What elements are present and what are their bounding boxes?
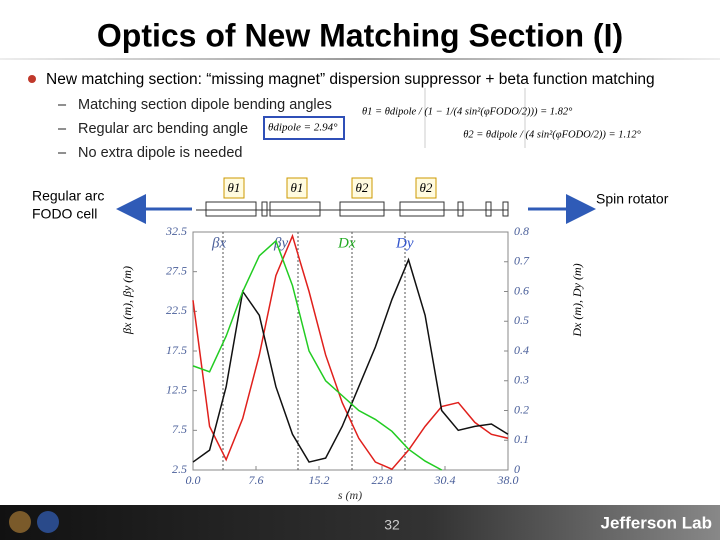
rule: [0, 58, 720, 60]
dash: –: [58, 145, 67, 161]
y2-tick-label: 0.6: [514, 283, 529, 297]
equation: θ2 = θdipole / (4 sin²(φFODO/2)) = 1.12°: [463, 129, 641, 140]
y2-tick-label: 0.1: [514, 432, 529, 446]
footer-bar: [0, 505, 720, 540]
series-line: [192, 257, 509, 463]
logo: [9, 511, 31, 533]
y-tick-label: 17.5: [166, 343, 187, 357]
dash: –: [58, 97, 67, 113]
title: Optics of New Matching Section (I): [97, 17, 623, 53]
dipole-tag: [223, 177, 245, 199]
curve-label: βy: [273, 235, 288, 251]
left-label: Regular arc: [32, 188, 104, 204]
y-tick-label: 22.5: [166, 303, 187, 317]
x-tick-label: 38.0: [497, 473, 519, 487]
right-label: Spin rotator: [596, 191, 669, 207]
y-tick-label: 32.5: [165, 224, 187, 238]
y-tick-label: 12.5: [166, 382, 187, 396]
y-tick-label: 27.5: [166, 263, 187, 277]
y2-tick-label: 0.8: [514, 224, 529, 238]
left-label: FODO cell: [32, 206, 97, 222]
equation: θ1 = θdipole / (1 − 1/(4 sin²(φFODO/2)))…: [362, 106, 573, 117]
sub-bullet: No extra dipole is needed: [78, 145, 242, 161]
y2-tick-label: 0.2: [514, 402, 529, 416]
x-tick-label: 0.0: [186, 473, 201, 487]
dipole-tag: [286, 177, 308, 199]
bullet-dot: [28, 75, 36, 83]
series-line: [192, 239, 443, 471]
y-tick-label: 7.5: [172, 422, 187, 436]
dipole-tag: [415, 177, 437, 199]
x-axis-label: s (m): [338, 488, 362, 502]
y2-tick-label: 0.5: [514, 313, 529, 327]
y2-tick-label: 0.4: [514, 343, 529, 357]
dipole-angle: θdipole = 2.94°: [268, 122, 338, 134]
x-tick-label: 22.8: [372, 473, 393, 487]
curve-label: βx: [211, 235, 226, 251]
y-tick-label: 2.5: [172, 462, 187, 476]
dipole-label: θ2: [420, 180, 433, 195]
logo: [37, 511, 59, 533]
bullet: New matching section: “missing magnet” d…: [46, 71, 655, 88]
curve-label: Dy: [395, 235, 414, 251]
sub-bullet: Regular arc bending angle: [78, 121, 248, 137]
y-axis-label: βx (m), βy (m): [120, 266, 134, 335]
dipole-tag: [351, 177, 373, 199]
y2-axis-label: Dx (m), Dy (m): [570, 263, 584, 337]
eq-frame: [424, 88, 526, 148]
y2-tick-label: 0: [514, 462, 520, 476]
y2-tick-label: 0.3: [514, 373, 529, 387]
y2-tick-label: 0.7: [514, 254, 530, 268]
x-tick-label: 30.4: [434, 473, 456, 487]
dipole-label: θ1: [228, 180, 241, 195]
x-tick-label: 7.6: [249, 473, 264, 487]
curve-label: Dx: [337, 235, 356, 251]
dipole-label: θ2: [356, 180, 369, 195]
sub-bullet: Matching section dipole bending angles: [78, 97, 332, 113]
x-tick-label: 15.2: [309, 473, 330, 487]
angle-box: [263, 116, 345, 140]
lattice: [196, 201, 509, 217]
dash: –: [58, 121, 67, 137]
series-line: [192, 233, 509, 471]
page-number: 32: [384, 517, 400, 533]
dipole-label: θ1: [291, 180, 304, 195]
logo-text: Jefferson Lab: [601, 513, 712, 532]
